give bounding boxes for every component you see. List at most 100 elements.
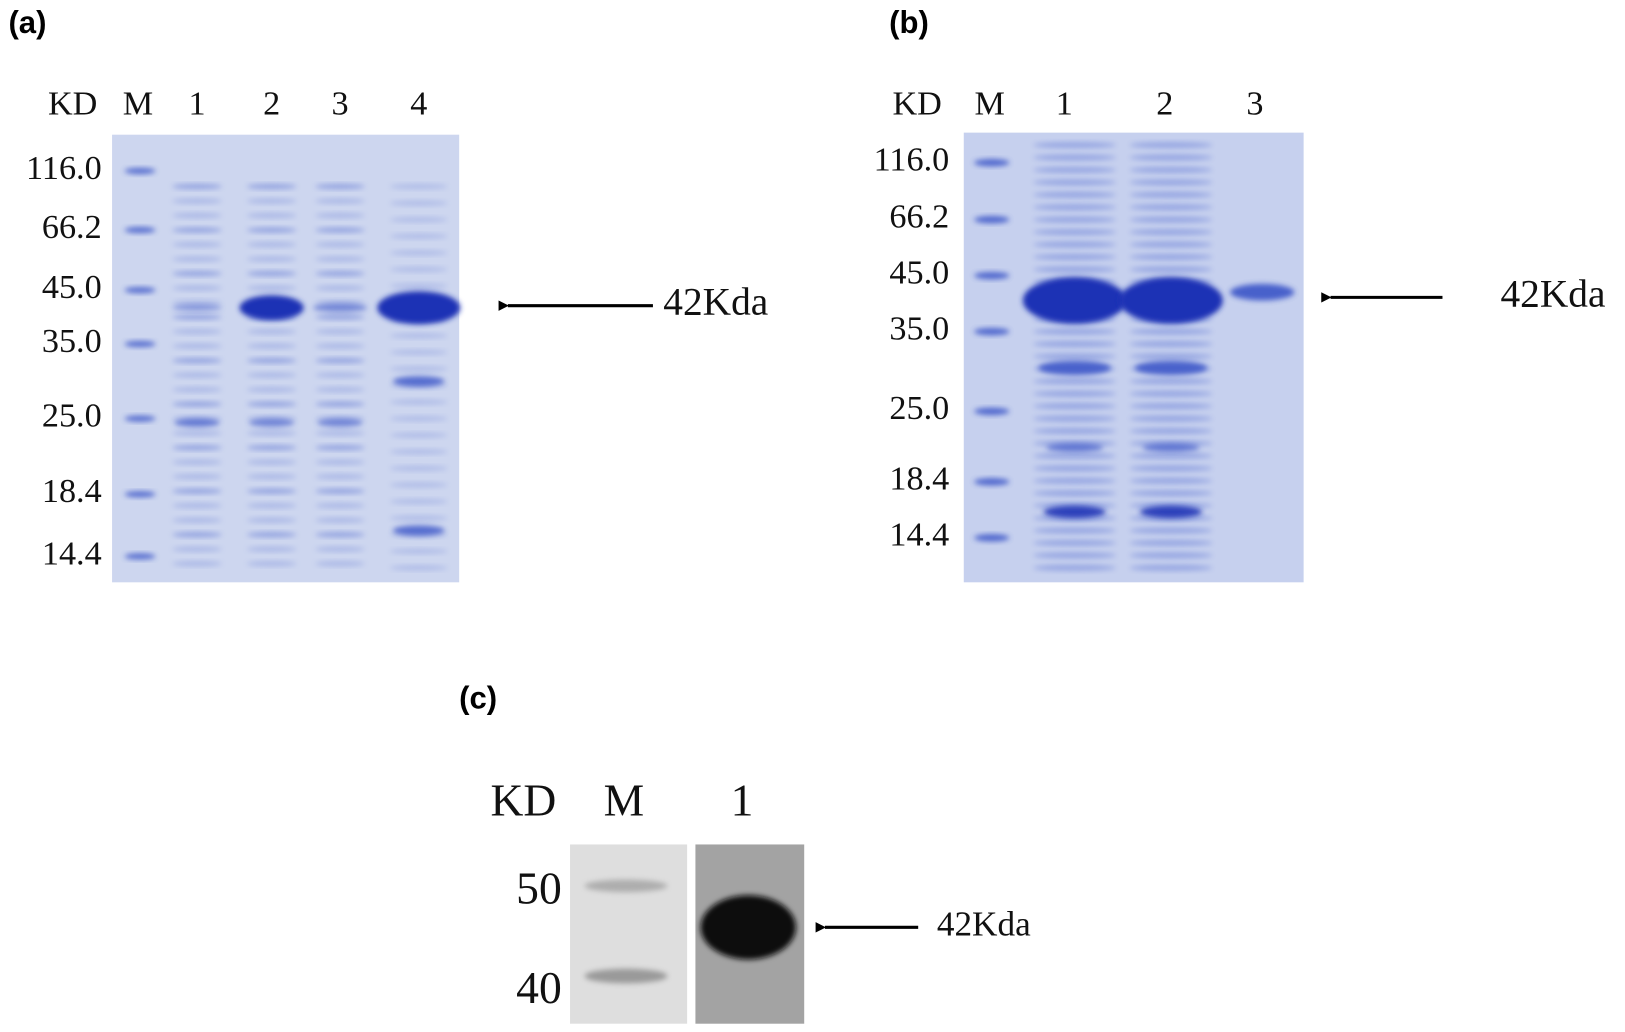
band [1129, 241, 1213, 248]
band [315, 561, 365, 567]
band [1129, 490, 1213, 497]
band [246, 430, 297, 436]
band [172, 212, 222, 219]
band [389, 349, 448, 355]
lane-label: 1 [1056, 86, 1073, 123]
band [246, 285, 297, 291]
band [1033, 378, 1117, 385]
band [315, 546, 365, 552]
band [1142, 443, 1200, 452]
band [974, 216, 1010, 224]
band-annotation: 42Kda [937, 904, 1031, 943]
band [1033, 403, 1117, 410]
band [1033, 166, 1117, 174]
band [1129, 340, 1213, 348]
band [172, 546, 222, 552]
marker-label: 14.4 [42, 535, 102, 572]
band [315, 256, 365, 262]
band [389, 266, 448, 272]
band [1129, 415, 1213, 422]
band [246, 517, 297, 523]
band [246, 183, 297, 190]
band-annotation: 42Kda [663, 280, 768, 324]
band [124, 226, 156, 234]
marker-label: 116.0 [874, 142, 950, 179]
band [1033, 564, 1117, 571]
band [700, 895, 796, 960]
band [1129, 353, 1213, 360]
unit-label: KD [48, 86, 97, 123]
band [172, 357, 222, 364]
band [315, 357, 365, 364]
band [1033, 241, 1117, 248]
band [389, 432, 448, 438]
band [392, 525, 445, 536]
band [1129, 465, 1213, 472]
band [377, 291, 461, 325]
band [389, 416, 448, 422]
marker-label: 50 [516, 863, 562, 914]
band [974, 327, 1010, 336]
band [1033, 266, 1117, 273]
band [1022, 277, 1127, 324]
lane-label: M [604, 775, 645, 826]
panel-label: (a) [8, 5, 46, 40]
band [246, 445, 297, 451]
band [246, 459, 297, 465]
band [248, 418, 295, 427]
band [172, 299, 222, 306]
band [172, 343, 222, 349]
band [172, 183, 222, 190]
unit-label: KD [892, 86, 941, 123]
band [974, 159, 1010, 167]
marker-label: 35.0 [42, 323, 102, 360]
band [1129, 427, 1213, 435]
band [124, 491, 156, 498]
lane-label: M [123, 86, 153, 123]
band [315, 532, 365, 538]
band [1129, 390, 1213, 397]
band [1033, 141, 1117, 149]
labels: (a)KD M 1 2 3 4116.066.245.035.025.018.414.44… [8, 5, 1605, 1013]
lane-label: 1 [188, 86, 205, 123]
band [315, 241, 365, 248]
band [1033, 228, 1117, 236]
band [172, 198, 222, 204]
band [246, 401, 297, 407]
band [246, 372, 297, 378]
band [246, 503, 297, 509]
band [1129, 216, 1213, 223]
band [172, 459, 222, 465]
band [315, 387, 365, 393]
band [389, 233, 448, 239]
marker-label: 14.4 [889, 517, 949, 554]
band [389, 498, 448, 505]
band [974, 271, 1010, 280]
band [315, 314, 365, 320]
panel-label: (c) [459, 681, 497, 716]
band [1129, 191, 1213, 198]
band [389, 548, 448, 554]
band [315, 445, 365, 451]
band [172, 270, 222, 277]
band [315, 285, 365, 291]
band [1129, 539, 1213, 547]
band [974, 407, 1010, 415]
band [1129, 328, 1213, 335]
band [315, 328, 365, 335]
band [172, 314, 222, 320]
panel-label: (b) [889, 5, 929, 40]
band [1033, 390, 1117, 397]
band [389, 449, 448, 455]
band [1129, 166, 1213, 174]
marker-label: 45.0 [889, 254, 949, 291]
lane-label: 1 [731, 775, 754, 826]
band [124, 167, 156, 175]
band [1230, 283, 1295, 301]
band [315, 198, 365, 204]
band [239, 295, 304, 321]
band [246, 212, 297, 219]
band [172, 532, 222, 538]
band [1129, 477, 1213, 484]
